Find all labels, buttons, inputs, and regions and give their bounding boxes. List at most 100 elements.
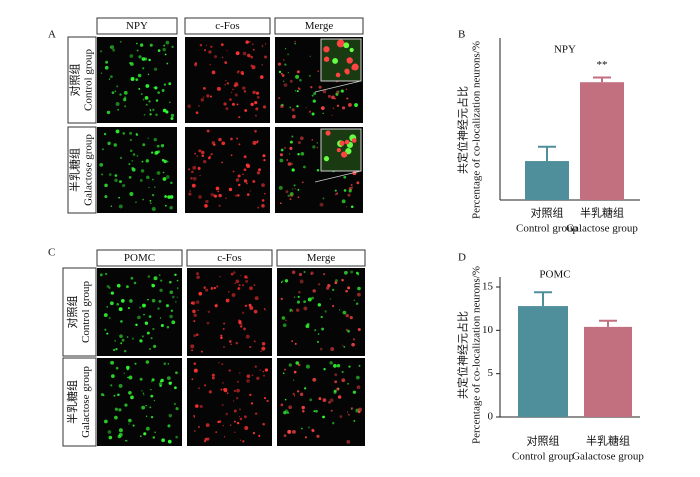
cell-dot xyxy=(137,73,142,78)
cell-dot xyxy=(342,106,346,110)
cell-dot xyxy=(219,275,221,278)
cell-dot xyxy=(293,395,296,397)
column-header-box xyxy=(184,17,271,35)
cell-dot xyxy=(194,62,197,65)
cell-dot xyxy=(312,145,316,149)
cell-dot xyxy=(193,368,198,373)
cell-dot xyxy=(135,201,137,203)
cell-dot xyxy=(129,131,133,135)
cell-dot xyxy=(333,389,337,393)
cell-dot xyxy=(133,281,137,285)
cell-dot xyxy=(245,40,249,44)
cell-dot xyxy=(151,193,155,197)
cell-dot xyxy=(110,45,115,50)
cell-dot xyxy=(304,387,307,390)
cell-dot xyxy=(225,412,229,416)
cell-dot xyxy=(348,189,352,193)
cell-dot xyxy=(284,48,287,50)
cell-dot xyxy=(129,138,133,142)
cell-dot xyxy=(297,188,300,191)
cell-dot xyxy=(342,310,347,315)
cell-dot xyxy=(350,184,353,186)
cell-dot xyxy=(210,286,214,290)
cell-dot xyxy=(144,96,149,100)
cell-dot xyxy=(249,286,253,291)
y-axis-label-en: Percentage of co-localization neurons/% xyxy=(471,266,483,444)
y-axis-label: 共定位神经元占比 Percentage of co-localization ne… xyxy=(456,266,483,444)
cell-dot xyxy=(353,299,356,302)
y-axis-label-cn: 共定位神经元占比 xyxy=(456,311,470,399)
cell-dot xyxy=(236,84,239,87)
cell-dot xyxy=(284,63,287,66)
cell-dot xyxy=(153,86,155,89)
micrograph xyxy=(185,127,270,213)
cell-dot xyxy=(128,390,132,395)
cell-dot xyxy=(191,183,196,188)
cell-dot xyxy=(221,404,224,407)
cell-dot xyxy=(264,368,269,372)
cell-dot xyxy=(198,105,200,107)
cell-dot xyxy=(258,168,262,172)
cell-dot xyxy=(250,55,254,59)
cell-dot xyxy=(343,42,350,49)
cell-dot xyxy=(232,170,235,173)
cell-dot xyxy=(239,408,241,411)
cell-dot xyxy=(254,101,258,105)
cell-dot xyxy=(114,90,117,93)
cell-dot xyxy=(145,360,150,364)
cell-dot xyxy=(166,325,170,329)
cell-dot xyxy=(112,48,116,52)
cell-dot xyxy=(206,321,210,325)
cell-dot xyxy=(230,154,233,157)
cell-dot xyxy=(154,431,156,433)
cell-dot xyxy=(277,96,281,100)
cell-dot xyxy=(254,412,258,415)
cell-dot xyxy=(131,166,135,170)
column-header: Merge xyxy=(305,20,334,32)
cell-dot xyxy=(291,135,294,138)
cell-dot xyxy=(336,104,340,107)
cell-dot xyxy=(136,155,139,157)
cell-dot xyxy=(346,97,349,100)
cell-dot xyxy=(308,74,311,77)
cell-dot xyxy=(136,49,139,52)
cell-dot xyxy=(249,345,252,349)
cell-dot xyxy=(280,281,283,284)
cell-dot xyxy=(231,293,236,297)
cell-dot xyxy=(171,45,174,49)
cell-dot xyxy=(236,388,240,393)
cell-dot xyxy=(215,431,218,433)
cell-dot xyxy=(118,428,123,433)
column-header-box xyxy=(96,249,183,267)
cell-dot xyxy=(297,196,300,199)
cell-dot xyxy=(155,150,159,155)
cell-dot xyxy=(147,298,149,301)
cell-dot xyxy=(220,43,224,47)
cell-dot xyxy=(165,304,169,308)
cell-dot xyxy=(324,310,327,313)
cell-dot xyxy=(298,87,301,90)
cell-dot xyxy=(149,110,152,112)
cell-dot xyxy=(116,85,119,88)
cell-dot xyxy=(164,195,167,198)
inset-pointer xyxy=(314,80,362,93)
cell-dot xyxy=(198,291,203,296)
cell-dot xyxy=(332,57,339,64)
cell-dot xyxy=(167,439,172,444)
cell-dot xyxy=(162,47,166,52)
cell-dot xyxy=(303,165,306,169)
cell-dot xyxy=(356,181,360,185)
cell-dot xyxy=(246,379,250,383)
cell-dot xyxy=(104,272,108,276)
cell-dot xyxy=(122,132,126,135)
cell-dot xyxy=(284,368,286,371)
cell-dot xyxy=(141,405,146,410)
cell-dot xyxy=(256,376,260,381)
cell-dot xyxy=(328,401,331,404)
cell-dot xyxy=(223,322,226,325)
cell-dot xyxy=(243,168,247,172)
cell-dot xyxy=(350,205,354,208)
cell-dot xyxy=(266,399,269,403)
cell-dot xyxy=(256,171,260,175)
